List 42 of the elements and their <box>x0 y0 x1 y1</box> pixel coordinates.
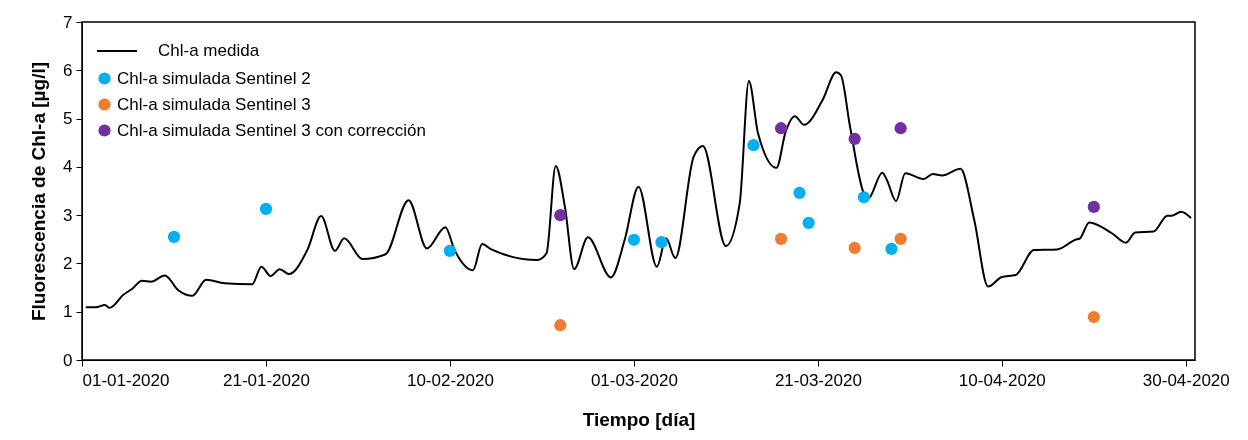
legend-label: Chl-a simulada Sentinel 3 <box>117 94 311 114</box>
y-tick-label: 7 <box>63 12 73 32</box>
y-tick-label: 0 <box>63 350 73 370</box>
point <box>848 132 861 145</box>
y-tick-label: 4 <box>63 157 73 177</box>
x-axis-title: Tiempo [día] <box>582 408 696 430</box>
point <box>857 191 870 204</box>
x-tick-label: 30-04-2020 <box>1142 370 1230 390</box>
point <box>259 202 273 215</box>
point <box>894 122 907 135</box>
point <box>774 232 788 245</box>
y-tick-label: 5 <box>63 109 73 129</box>
line-series <box>85 71 1192 309</box>
legend-label: Chl-a simulada Sentinel 3 con corrección <box>117 120 426 140</box>
point <box>885 242 898 256</box>
point <box>774 122 788 135</box>
x-tick-label: 21-01-2020 <box>222 370 310 390</box>
point <box>627 233 641 246</box>
x-tick-label: 10-04-2020 <box>958 370 1046 390</box>
x-tick-label: 01-03-2020 <box>590 370 678 390</box>
legend-label: Chl-a medida <box>158 41 260 60</box>
x-tick-label: 01-01-2020 <box>82 370 170 390</box>
y-tick-label: 3 <box>63 205 73 225</box>
point <box>747 139 760 152</box>
point <box>167 230 181 243</box>
point <box>655 236 668 249</box>
point <box>1087 310 1100 324</box>
point <box>793 186 806 200</box>
y-tick-label: 1 <box>63 302 73 322</box>
point <box>802 216 815 229</box>
point <box>554 319 567 332</box>
point <box>848 241 861 255</box>
y-axis-title: Fluorescencia de Chl-a [µg/l] <box>28 61 50 322</box>
point <box>894 232 907 245</box>
point <box>554 209 567 222</box>
y-tick-label: 2 <box>63 253 73 273</box>
x-tick-label: 21-03-2020 <box>774 370 862 390</box>
y-tick-label: 6 <box>63 60 73 80</box>
point <box>1087 200 1100 214</box>
legend-label: Chl-a simulada Sentinel 2 <box>117 68 311 88</box>
x-tick-label: 10-02-2020 <box>406 370 494 390</box>
point <box>443 244 457 257</box>
